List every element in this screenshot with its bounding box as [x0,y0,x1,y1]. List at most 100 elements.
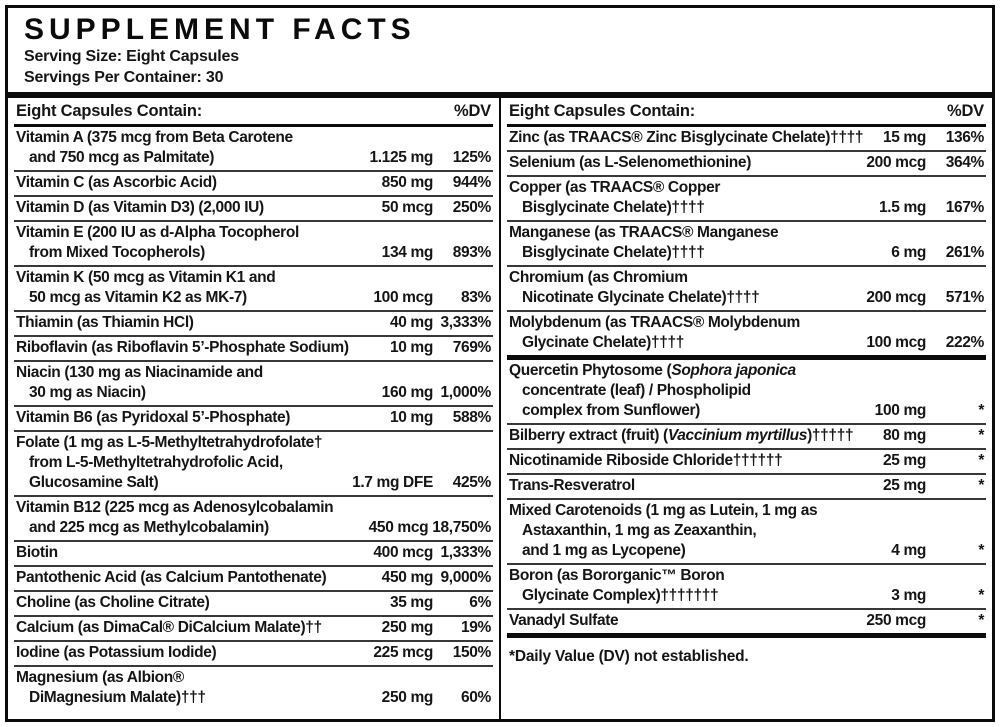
nutrient-name: Quercetin Phytosome (Sophora japonica con… [509,361,848,421]
nutrient-amount: 3 mg [891,587,926,604]
nutrient-amount: 850 mg [381,174,434,191]
nutrient-name-text: Bisglycinate Chelate)†††† [522,244,705,261]
nutrient-row: Magnesium (as Albion® DiMagnesium Malate)… [14,665,493,710]
nutrient-amount: 200 mcg [866,154,926,171]
nutrient-name-line: from Mixed Tocopherols) [16,243,355,263]
nutrient-name: Niacin (130 mg as Niacinamide and 30 mg a… [16,363,355,403]
nutrient-name-line: Chromium (as Chromium [509,268,848,288]
nutrient-name-line: and 225 mcg as Methylcobalamin) [16,518,350,538]
nutrient-dv: 136% [945,129,985,146]
nutrient-name: Mixed Carotenoids (1 mg as Lutein, 1 mg … [509,501,848,561]
nutrient-dv: 150% [452,644,492,661]
column-header-label: Eight Capsules Contain: [509,102,696,120]
nutrient-row: Choline (as Choline Citrate) 35 mg 6% [14,590,493,615]
nutrient-dv: 769% [452,339,492,356]
nutrient-name: Manganese (as TRAACS® Manganese Bisglycin… [509,223,848,263]
nutrient-name: Vitamin D (as Vitamin D3) (2,000 IU) [16,198,355,218]
nutrient-name-line: Niacin (130 mg as Niacinamide and [16,363,355,383]
nutrient-name-line: Astaxanthin, 1 mg as Zeaxanthin, [509,521,848,541]
nutrient-row: Iodine (as Potassium Iodide) 225 mcg 150% [14,640,493,665]
footnote-divider-bar [507,633,986,638]
nutrient-amount: 400 mcg [373,544,433,561]
nutrient-name-text: Vanadyl Sulfate [509,612,619,629]
nutrient-name-text: Nicotinate Glycinate Chelate)†††† [522,289,760,306]
nutrient-name: Iodine (as Potassium Iodide) [16,643,355,663]
nutrient-name-line: 50 mcg as Vitamin K2 as MK-7) [16,288,355,308]
nutrient-name-line: Magnesium (as Albion® [16,668,355,688]
nutrient-name: Magnesium (as Albion® DiMagnesium Malate)… [16,668,355,708]
nutrient-amount: 100 mg [874,402,927,419]
nutrient-amount: 25 mg [882,452,926,469]
nutrient-dv: 588% [452,409,492,426]
nutrient-row: Folate (1 mg as L-5-Methyltetrahydrofola… [14,430,493,495]
nutrient-name-text: Bisglycinate Chelate)†††† [522,199,705,216]
nutrient-name: Vitamin A (375 mcg from Beta Carotene and… [16,128,355,168]
nutrient-row: Chromium (as Chromium Nicotinate Glycinat… [507,265,986,310]
nutrient-name-line: Quercetin Phytosome (Sophora japonica [509,361,848,381]
nutrient-name-line: complex from Sunflower) [509,401,848,421]
nutrient-name-text: Trans-Resveratrol [509,477,635,494]
nutrient-name-line: Vitamin E (200 IU as d-Alpha Tocopherol [16,223,355,243]
nutrient-name-line: DiMagnesium Malate)††† [16,688,355,708]
header-divider-bar [8,92,992,98]
nutrient-name-text: Glycinate Complex)††††††† [522,587,719,604]
nutrient-name: Pantothenic Acid (as Calcium Pantothenat… [16,568,355,588]
nutrient-name-line: Vanadyl Sulfate [509,611,848,631]
nutrient-amount: 40 mg [389,314,433,331]
nutrient-name-text: Folate (1 mg as L-5-Methyltetrahydrofola… [16,434,323,451]
nutrient-name-text: Zinc (as TRAACS® Zinc Bisglycinate Chela… [509,129,864,146]
nutrient-dv: 167% [945,199,985,216]
nutrient-amount: 250 mcg [866,612,926,629]
nutrient-name-text: Vitamin B12 (225 mcg as Adenosylcobalami… [16,499,334,516]
nutrient-amount: 10 mg [389,339,433,356]
nutrient-name-line: Vitamin A (375 mcg from Beta Carotene [16,128,355,148]
nutrient-name: Calcium (as DimaCal® DiCalcium Malate)†† [16,618,355,638]
nutrient-name: Vitamin K (50 mcg as Vitamin K1 and 50 mc… [16,268,355,308]
nutrient-name-text: Choline (as Choline Citrate) [16,594,210,611]
nutrient-name-line: Molybdenum (as TRAACS® Molybdenum [509,313,848,333]
nutrient-dv: 261% [945,244,985,261]
nutrient-name: Thiamin (as Thiamin HCl) [16,313,355,333]
nutrient-row: Nicotinamide Riboside Chloride†††††† 25 m… [507,448,986,473]
nutrient-dv: 1,333% [440,544,492,561]
panel-masthead: SUPPLEMENT FACTS Serving Size: Eight Cap… [8,8,992,88]
nutrient-row: Vitamin E (200 IU as d-Alpha Tocopherol f… [14,220,493,265]
nutrient-dv: 364% [945,154,985,171]
nutrient-dv: 19% [461,619,491,636]
nutrient-amount: 160 mg [381,384,434,401]
nutrient-row: Trans-Resveratrol 25 mg * [507,473,986,498]
nutrient-amount: 1.5 mg [878,199,926,216]
nutrient-name: Chromium (as Chromium Nicotinate Glycinat… [509,268,848,308]
nutrient-row: Manganese (as TRAACS® Manganese Bisglycin… [507,220,986,265]
nutrient-name-text: Calcium (as DimaCal® DiCalcium Malate)†† [16,619,322,636]
nutrient-name-line: Vitamin K (50 mcg as Vitamin K1 and [16,268,355,288]
nutrient-dv: * [978,542,984,559]
species-name-italic: Vaccinium myrtillus [667,427,808,444]
nutrient-name-line: Selenium (as L-Selenomethionine) [509,153,848,173]
nutrient-name-text: Molybdenum (as TRAACS® Molybdenum [509,314,800,331]
nutrient-dv: 3,333% [440,314,492,331]
column-header: Eight Capsules Contain: %DV [14,98,493,127]
nutrient-rows-left: Vitamin A (375 mcg from Beta Carotene and… [14,127,493,710]
nutrient-name: Molybdenum (as TRAACS® Molybdenum Glycina… [509,313,848,353]
nutrient-name: Vitamin E (200 IU as d-Alpha Tocopherol f… [16,223,355,263]
nutrient-name-line: from L-5-Methyltetrahydrofolic Acid, [16,453,346,473]
nutrient-name-text: Vitamin D (as Vitamin D3) (2,000 IU) [16,199,264,216]
nutrient-name-text: Biotin [16,544,58,561]
nutrient-row: Boron (as Bororganic™ Boron Glycinate Com… [507,563,986,608]
nutrient-name-line: Manganese (as TRAACS® Manganese [509,223,848,243]
nutrient-name-text: 50 mcg as Vitamin K2 as MK-7) [29,289,247,306]
nutrient-name-text: Glycinate Chelate)†††† [522,334,685,351]
nutrient-name: Riboflavin (as Riboflavin 5’-Phosphate S… [16,338,355,358]
nutrient-row: Vitamin K (50 mcg as Vitamin K1 and 50 mc… [14,265,493,310]
nutrient-name-line: concentrate (leaf) / Phospholipid [509,381,848,401]
nutrient-name-text: and 750 mcg as Palmitate) [29,149,215,166]
nutrient-name-line: Choline (as Choline Citrate) [16,593,355,613]
nutrient-name-text: and 1 mg as Lycopene) [522,542,686,559]
nutrient-dv: 425% [452,474,492,491]
nutrient-amount: 250 mg [381,689,434,706]
column-dv-header: %DV [454,102,491,120]
nutrient-amount: 6 mg [891,244,926,261]
nutrient-dv: 60% [461,689,491,706]
facts-column-right: Eight Capsules Contain: %DV Zinc (as TRA… [501,98,992,719]
